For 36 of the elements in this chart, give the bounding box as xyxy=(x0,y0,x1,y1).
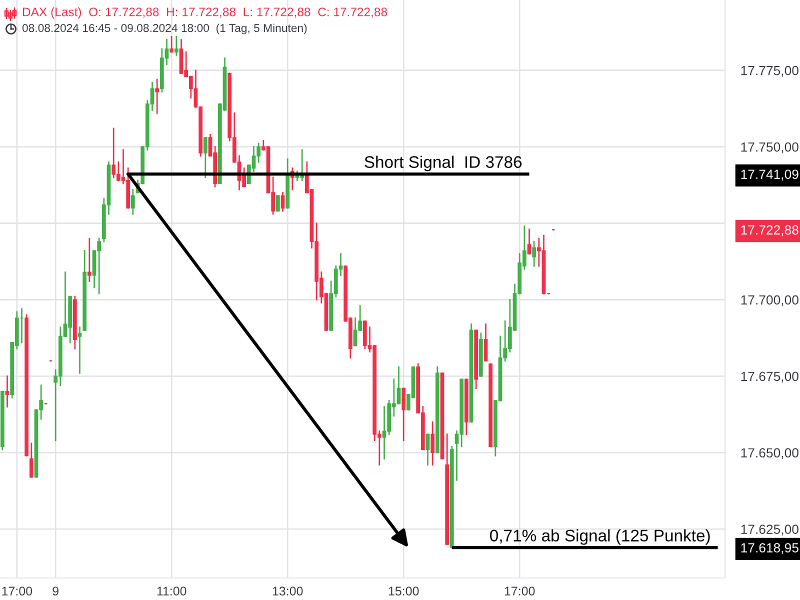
x-tick-label: 9 xyxy=(52,586,58,596)
candlestick xyxy=(527,228,532,255)
candlestick xyxy=(155,78,160,114)
y-tick-label: 17.741,09 xyxy=(741,170,798,181)
candlestick xyxy=(87,238,92,282)
candlestick xyxy=(130,188,135,215)
x-tick-label: 11:00 xyxy=(157,586,186,596)
y-tick-label: 17.722,88 xyxy=(741,225,798,236)
x-tick-label: 13:00 xyxy=(272,586,303,596)
candlestick xyxy=(174,36,178,56)
y-tick-label: 17.618,95 xyxy=(741,543,798,554)
candlestick xyxy=(29,442,34,478)
candlestick xyxy=(532,240,536,267)
x-tick-label: 17:00 xyxy=(504,586,535,596)
y-tick-label: 17.750,00 xyxy=(741,142,798,154)
text: 08.08.2024 16:45 - 09.08.2024 18:00 (1 Tag, 5 Minuten) xyxy=(22,24,307,34)
y-tick-label: 17.625,00 xyxy=(741,524,798,536)
candlestick xyxy=(5,375,10,408)
candlestick xyxy=(78,326,82,374)
y-tick-label: 17.700,00 xyxy=(741,295,798,306)
candlestick xyxy=(430,421,435,466)
y-tick-label: 17.675,00 xyxy=(741,372,798,383)
series-label: Short Signal ID 3786 xyxy=(364,156,522,172)
x-tick-label: 17:00 xyxy=(2,586,32,596)
y-tick-label: 17.775,00 xyxy=(741,66,798,77)
candlestick xyxy=(280,192,285,212)
candlestick xyxy=(203,136,208,178)
candlestick xyxy=(276,195,280,212)
text: DAX (Last) O: 17.722,88 H: 17.722,88 L: 17.722,88 C: 17.722,88 xyxy=(23,7,388,19)
series-label: 0,71% ab Signal (125 Punkte) xyxy=(490,529,710,545)
y-tick-label: 17.650,00 xyxy=(741,448,798,460)
candlestick xyxy=(402,388,406,442)
candlestick xyxy=(170,36,174,53)
x-tick-label: 15:00 xyxy=(388,586,419,596)
candlestick xyxy=(426,434,430,466)
candlestick xyxy=(484,323,488,362)
